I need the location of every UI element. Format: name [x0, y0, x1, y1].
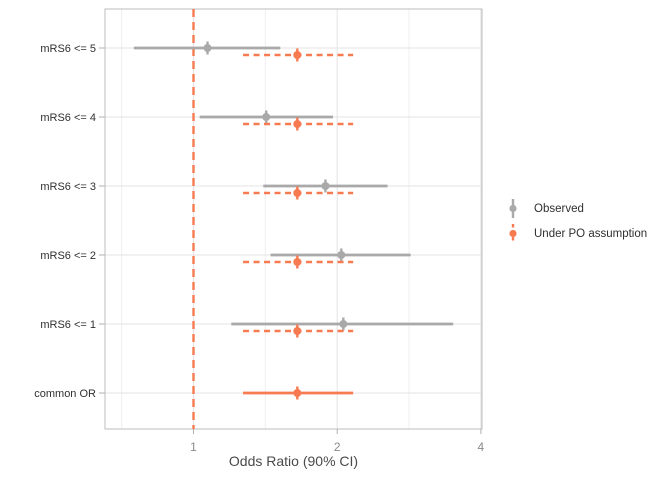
- y-tick-label: mRS6 <= 2: [40, 250, 96, 262]
- y-tick-label: mRS6 <= 4: [40, 112, 96, 124]
- x-tick-label: 2: [334, 440, 341, 454]
- observed-legend-key-icon: [509, 199, 517, 218]
- y-tick-label: mRS6 <= 5: [40, 43, 96, 55]
- legend-label-observed: Observed: [534, 202, 584, 215]
- y-tick-label: common OR: [34, 388, 96, 400]
- plot-panel-border: [104, 8, 483, 430]
- observed-point: [337, 251, 346, 259]
- x-axis-title: Odds Ratio (90% CI): [228, 453, 359, 469]
- x-tick-label: 4: [478, 440, 485, 454]
- po-point: [293, 327, 302, 335]
- po-series: [243, 48, 354, 400]
- y-axis: mRS6 <= 5 mRS6 <= 4 mRS6 <= 3 mRS6 <= 2 mRS6…: [34, 43, 105, 400]
- po-point: [293, 189, 302, 197]
- po-point: [293, 120, 302, 128]
- x-axis: 1 2 4: [190, 429, 485, 454]
- legend-item-po: Under PO assumption: [504, 221, 647, 246]
- gridlines: [105, 9, 482, 429]
- x-tick-label: 1: [190, 440, 197, 454]
- observed-point: [203, 44, 212, 52]
- observed-point: [262, 113, 271, 121]
- po-point: [293, 258, 302, 266]
- legend-item-observed: Observed: [504, 196, 647, 221]
- po-point: [293, 389, 302, 397]
- po-legend-key-icon: [509, 224, 517, 243]
- observed-point: [321, 182, 330, 190]
- y-tick-label: mRS6 <= 3: [40, 181, 96, 193]
- po-point: [293, 51, 302, 59]
- observed-point: [339, 320, 348, 328]
- legend-label-po: Under PO assumption: [534, 227, 648, 240]
- legend: Observed Under PO assumption: [504, 196, 647, 246]
- y-tick-label: mRS6 <= 1: [40, 319, 96, 331]
- observed-series: [133, 41, 454, 331]
